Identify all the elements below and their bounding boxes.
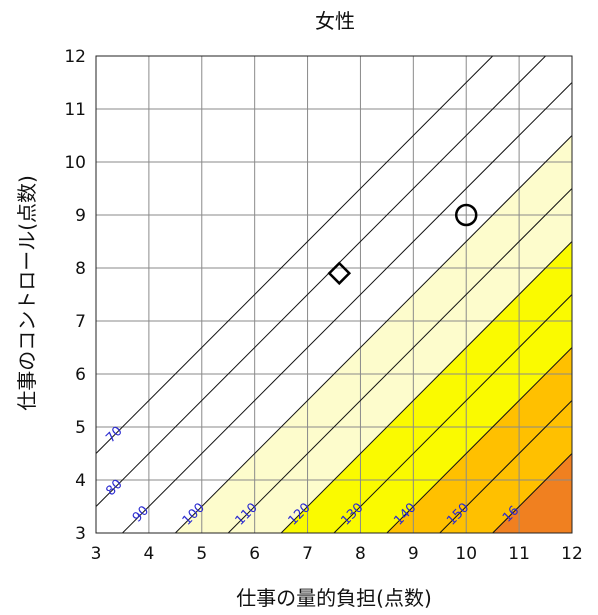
- y-tick-label: 3: [75, 524, 86, 544]
- y-axis-label: 仕事のコントロール(点数): [15, 175, 39, 411]
- marker-circle: [454, 203, 478, 227]
- x-tick-label: 4: [143, 544, 154, 564]
- contour-line-160: [492, 453, 573, 534]
- contour-line-140: [386, 347, 573, 534]
- marker-diamond: [327, 261, 352, 286]
- contour-line-70: [95, 55, 494, 454]
- x-tick-label: 8: [355, 544, 366, 564]
- x-tick-label: 11: [508, 544, 530, 564]
- x-tick-label: 9: [408, 544, 419, 564]
- markers: [327, 203, 478, 286]
- tick-labels: 3 4 5 6 7 8 9 10 11 12 3 4 5 6 7 8 9 10 11 12: [64, 47, 582, 564]
- x-axis-label: 仕事の量的負担(点数): [236, 586, 432, 610]
- y-tick-label: 7: [75, 312, 86, 332]
- chart-title: 女性: [315, 9, 355, 33]
- y-tick-label: 11: [64, 100, 86, 120]
- plot-frame: [95, 55, 573, 534]
- contour-line-130: [333, 294, 573, 534]
- y-tick-label: 5: [75, 418, 86, 438]
- y-tick-label: 12: [64, 47, 86, 67]
- y-tick-label: 9: [75, 206, 86, 226]
- x-tick-label: 10: [455, 544, 477, 564]
- contour-line-150: [439, 400, 573, 534]
- x-tick-label: 12: [561, 544, 583, 564]
- contour-line-80: [95, 55, 546, 507]
- y-tick-label: 10: [64, 153, 86, 173]
- contour-line-110: [227, 188, 573, 534]
- contour-line-100: [174, 135, 573, 534]
- y-tick-label: 4: [75, 471, 86, 491]
- y-tick-label: 8: [75, 259, 86, 279]
- x-tick-label: 3: [91, 544, 102, 564]
- contour-lines: [95, 55, 573, 534]
- x-tick-label: 6: [249, 544, 260, 564]
- y-tick-label: 6: [75, 365, 86, 385]
- x-tick-label: 7: [302, 544, 313, 564]
- contour-line-120: [280, 241, 573, 534]
- contour-line-90: [122, 82, 573, 534]
- x-tick-label: 5: [196, 544, 207, 564]
